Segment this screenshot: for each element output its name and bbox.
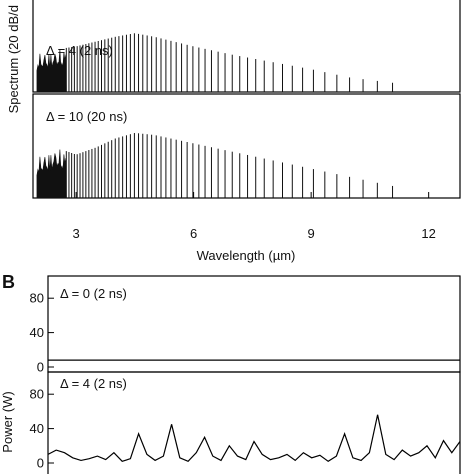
y-tick-label-top-40: 40: [30, 325, 44, 340]
panel-b-bottom-label: Δ = 4 (2 ns): [60, 376, 127, 391]
panel-a-top-spectrum: [36, 33, 394, 93]
spectrum-top-noise-band: [36, 49, 67, 93]
x-tick-label-12: 12: [421, 226, 435, 241]
panel-b-top-label: Δ = 0 (2 ns): [60, 286, 127, 301]
y-tick-label-bottom-80: 80: [30, 387, 44, 402]
panel-a-bottom-subplot: Δ = 10 (20 ns): [32, 93, 461, 199]
y-tick-label-bottom-40: 40: [30, 421, 44, 436]
panel-b-ylabel: Power (W): [0, 391, 15, 452]
panel-a-top-label: Δ = 4 (2 ns): [46, 43, 113, 58]
panel-a: Spectrum (20 dB/d Δ = 4 (2 ns) Δ = 10 (2…: [6, 0, 461, 263]
y-tick-label-top-80: 80: [30, 291, 44, 306]
spectrum-bottom-noise-band: [36, 149, 67, 199]
panel-b-bottom-y-axis: 0 40 80: [30, 387, 54, 471]
panel-b-bottom-frame: [47, 371, 461, 474]
panel-b-letter: B: [2, 272, 15, 292]
panel-a-bottom-spectrum: [36, 133, 394, 199]
panel-a-x-axis: 3 6 9 12: [72, 192, 436, 241]
panel-b-bottom-power-trace: [47, 414, 461, 463]
y-tick-label-bottom-0: 0: [37, 456, 44, 471]
x-tick-label-6: 6: [190, 226, 197, 241]
panel-a-ylabel: Spectrum (20 dB/d: [6, 5, 21, 113]
panel-b: B Power (W) Δ = 0 (2 ns) 0 40 80 Δ = 4 (2 …: [0, 272, 461, 474]
panel-a-bottom-label: Δ = 10 (20 ns): [46, 109, 127, 124]
panel-a-top-frame: [32, 0, 461, 93]
x-tick-label-3: 3: [72, 226, 79, 241]
x-tick-label-9: 9: [308, 226, 315, 241]
panel-a-top-subplot: Δ = 4 (2 ns): [32, 0, 461, 93]
panel-a-xlabel: Wavelength (µm): [197, 248, 296, 263]
panel-b-top-y-axis: 0 40 80: [30, 291, 54, 375]
panel-b-bottom-subplot: Δ = 4 (2 ns) 0 40 80: [30, 371, 461, 474]
panel-a-bottom-frame: [32, 93, 461, 199]
panel-b-top-subplot: Δ = 0 (2 ns) 0 40 80: [30, 275, 461, 375]
y-tick-label-top-0: 0: [37, 360, 44, 375]
